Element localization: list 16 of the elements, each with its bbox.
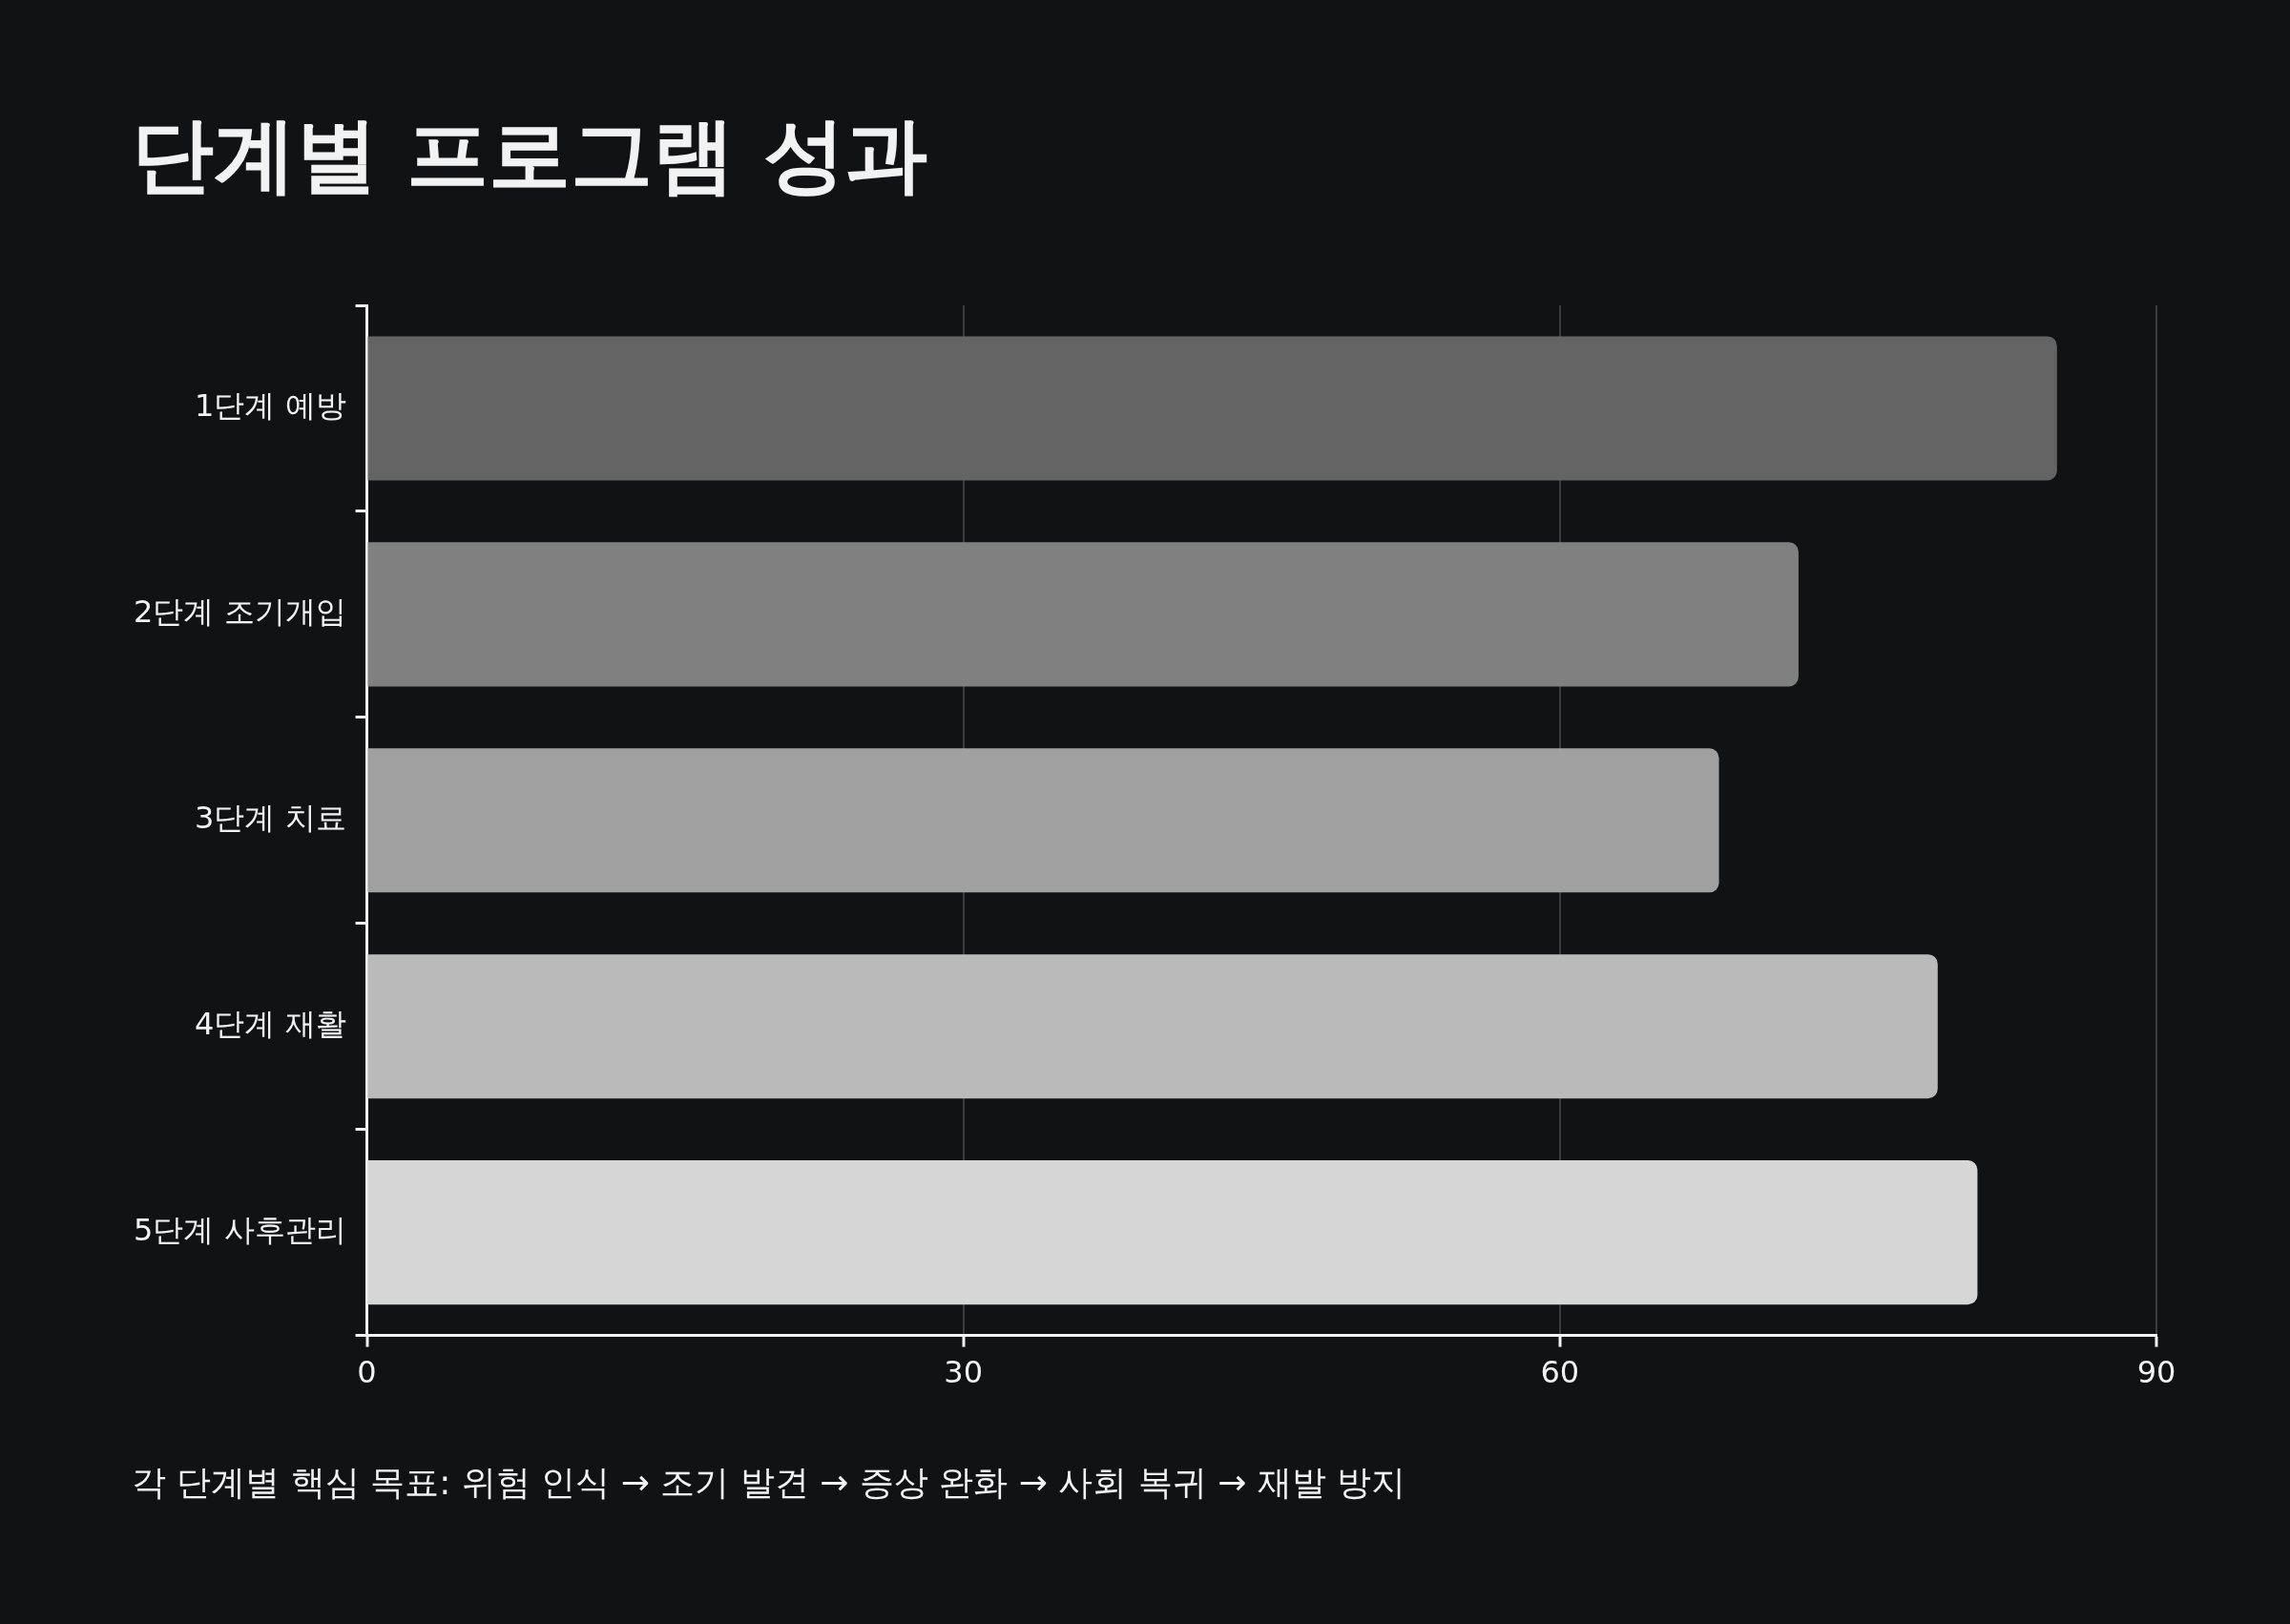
chart-title: 단계별 프로그램 성과 (132, 106, 927, 204)
x-tick-label: 0 (357, 1354, 377, 1391)
y-tick-label: 4단계 재활 (195, 1006, 346, 1043)
bar (367, 954, 1938, 1099)
text: 각 단계별 핵심 목표: 위험 인식 → 조기 발견 → 증상 완화 → 사회 복귀 → 재발 방지 (132, 1462, 1406, 1504)
bar (367, 1160, 1978, 1305)
bar (367, 542, 1799, 687)
y-tick-label: 2단계 조기개입 (134, 593, 346, 631)
y-tick-label: 3단계 치료 (195, 800, 346, 837)
x-tick-label: 90 (2136, 1354, 2176, 1391)
x-tick-label: 30 (944, 1354, 984, 1391)
bar (367, 748, 1719, 893)
x-tick-label: 60 (1540, 1354, 1580, 1391)
bar (367, 336, 2057, 481)
y-tick-label: 5단계 사후관리 (134, 1211, 346, 1248)
y-tick-label: 1단계 예방 (195, 387, 346, 425)
